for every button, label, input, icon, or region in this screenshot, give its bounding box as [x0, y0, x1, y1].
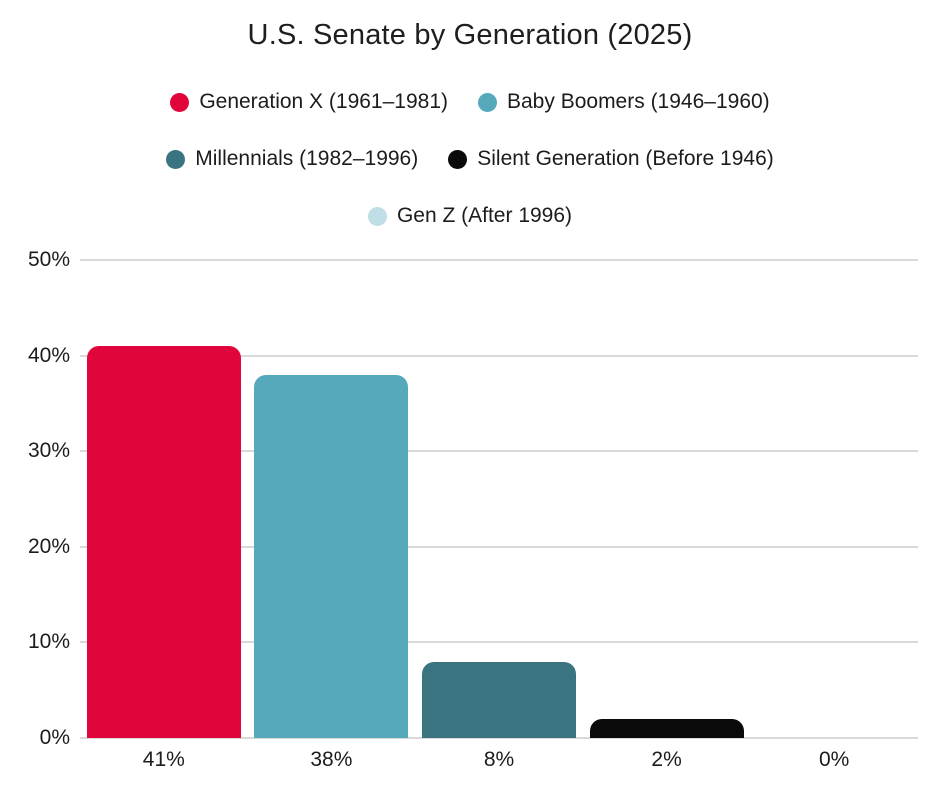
x-axis-tick-label: 0% [819, 748, 850, 771]
legend-swatch-icon [170, 92, 190, 112]
legend-label: Generation X (1961–1981) [199, 90, 448, 113]
legend-row: Gen Z (After 1996) [0, 202, 940, 230]
bar-millennials [422, 661, 576, 738]
gridline-10% [80, 641, 918, 644]
gridline-0% [80, 737, 918, 739]
x-axis-tick-label: 41% [142, 748, 185, 771]
y-axis-tick-label: 20% [27, 534, 70, 558]
gridline-50% [80, 259, 918, 261]
legend-swatch-icon [367, 206, 387, 226]
gridline-40% [80, 354, 918, 357]
legend-label: Millennials (1982–1996) [195, 147, 419, 170]
y-axis-tick-label: 30% [27, 439, 70, 463]
y-axis-tick-label: 50% [27, 248, 70, 271]
chart-legend: Generation X (1961–1981) Baby Boomers (19… [0, 88, 940, 230]
x-axis-tick-label: 38% [310, 748, 353, 771]
legend-swatch-icon [448, 149, 468, 169]
x-axis-tick-label: 8% [483, 748, 515, 771]
chart-title: U.S. Senate by Generation (2025) [247, 19, 693, 51]
y-axis-tick-label: 40% [27, 343, 70, 367]
y-axis-tick-label: 10% [27, 630, 70, 654]
legend-item-silent-generation: Silent Generation (Before 1946) [448, 147, 774, 171]
gridline-20% [80, 545, 918, 548]
bar-baby-boomers [254, 374, 409, 738]
legend-item-generation-x: Generation X (1961–1981) [170, 90, 448, 114]
bar-silent-generation [589, 718, 744, 738]
legend-label: Silent Generation (Before 1946) [477, 147, 774, 170]
legend-swatch-icon [166, 149, 186, 169]
legend-row: Generation X (1961–1981) Baby Boomers (19… [0, 88, 940, 116]
x-axis-tick-label: 2% [651, 748, 682, 771]
legend-swatch-icon [478, 92, 497, 112]
y-axis-tick-label: 0% [39, 726, 70, 749]
legend-item-millennials: Millennials (1982–1996) [166, 147, 418, 171]
gridline-30% [80, 450, 918, 453]
legend-item-baby-boomers: Baby Boomers (1946–1960) [478, 90, 770, 114]
legend-row: Millennials (1982–1996) Silent Generation… [0, 145, 940, 173]
bar-generation-x [86, 346, 241, 738]
legend-item-gen-z: Gen Z (After 1996) [367, 204, 573, 228]
legend-label: Gen Z (After 1996) [396, 204, 573, 227]
legend-label: Baby Boomers (1946–1960) [507, 90, 770, 113]
